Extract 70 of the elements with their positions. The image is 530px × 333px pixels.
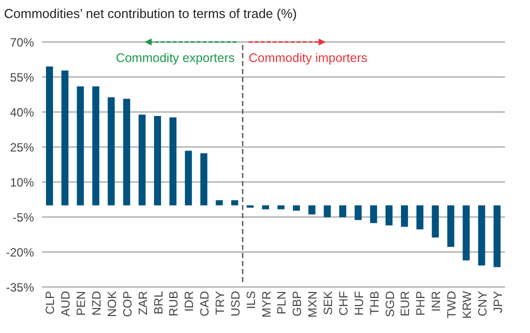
y-tick-label: 25% — [10, 140, 34, 154]
bar — [447, 205, 454, 247]
x-tick-label: KRW — [460, 290, 474, 319]
bar — [324, 205, 331, 218]
y-tick-label: -5% — [12, 210, 34, 224]
bar — [46, 66, 53, 206]
bar — [154, 116, 162, 206]
y-tick-label: -35% — [6, 280, 34, 294]
bar — [432, 205, 439, 238]
bar — [354, 205, 362, 220]
x-tick-label: TWD — [444, 290, 459, 318]
x-tick-label: TRY — [213, 291, 228, 315]
x-tick-label: ZAR — [136, 290, 150, 315]
y-tick-label: 70% — [10, 35, 34, 50]
bar — [184, 150, 192, 206]
bar — [308, 205, 316, 214]
x-tick-label: NZD — [90, 290, 104, 316]
x-tick-label: PLN — [274, 291, 289, 314]
bar — [108, 97, 115, 206]
bar — [123, 98, 130, 206]
bar — [478, 205, 486, 266]
bar — [169, 117, 176, 206]
bar — [231, 200, 238, 206]
x-tick-label: GBP — [290, 291, 304, 316]
y-tick-label: 10% — [10, 175, 34, 190]
bar — [92, 86, 100, 206]
bar — [400, 205, 408, 227]
x-tick-label: RUB — [166, 291, 181, 316]
x-tick-label: CNY — [475, 291, 490, 316]
x-tick-label: PEN — [74, 291, 88, 316]
bar — [200, 153, 208, 206]
x-tick-label: SEK — [321, 291, 336, 316]
bar — [386, 205, 393, 226]
x-tick-label: SGD — [382, 290, 397, 318]
bar — [138, 114, 146, 206]
y-tick-label: 40% — [10, 105, 34, 120]
x-tick-label: JPY — [490, 291, 505, 314]
bar — [370, 205, 378, 224]
bar — [339, 205, 346, 218]
x-tick-label: IDR — [182, 290, 196, 312]
y-tick-label: -20% — [6, 245, 34, 260]
x-tick-label: AUD — [58, 290, 73, 316]
x-tick-label: NOK — [104, 291, 119, 318]
x-tick-label: THB — [367, 291, 382, 315]
x-tick-label: ILS — [244, 291, 258, 310]
x-tick-label: USD — [228, 290, 242, 316]
x-tick-label: CAD — [198, 290, 212, 316]
bar — [416, 205, 424, 230]
x-tick-label: EUR — [398, 290, 412, 316]
x-tick-label: INR — [429, 290, 444, 312]
x-tick-label: CLP — [43, 291, 58, 314]
bar — [76, 86, 84, 206]
bar — [61, 70, 68, 206]
bar — [494, 205, 501, 268]
bar — [278, 205, 284, 210]
x-tick-label: HUF — [352, 291, 366, 316]
x-tick-label: CHF — [336, 291, 350, 316]
x-tick-label: MXN — [306, 291, 320, 318]
bar — [262, 205, 270, 210]
x-tick-label: COP — [120, 291, 134, 318]
annotation: Commodity exporters — [116, 51, 235, 65]
annotation: Commodity importers — [248, 51, 368, 65]
bar — [216, 200, 223, 206]
bar — [292, 205, 300, 211]
x-tick-label: PHP — [414, 291, 428, 316]
chart-title: Commodities’ net contribution to terms of trade (%) — [4, 6, 297, 21]
bar — [462, 205, 470, 260]
x-tick-label: BRL — [151, 290, 166, 314]
y-tick-label: 55% — [10, 70, 34, 84]
x-tick-label: MYR — [259, 290, 274, 318]
